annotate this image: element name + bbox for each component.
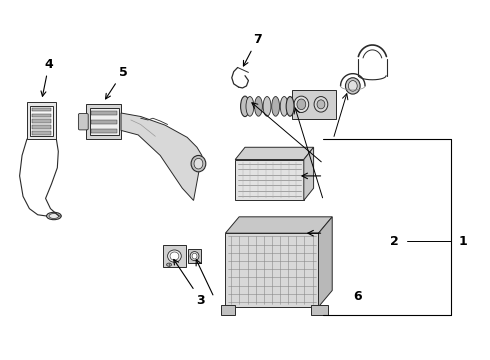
Text: 7: 7 bbox=[244, 33, 262, 66]
Ellipse shape bbox=[168, 250, 181, 262]
Polygon shape bbox=[27, 102, 56, 139]
Polygon shape bbox=[220, 305, 235, 315]
Ellipse shape bbox=[167, 263, 172, 266]
Polygon shape bbox=[318, 217, 332, 307]
Polygon shape bbox=[121, 113, 202, 201]
Polygon shape bbox=[30, 105, 53, 136]
Polygon shape bbox=[32, 120, 51, 123]
Polygon shape bbox=[32, 108, 51, 111]
Ellipse shape bbox=[263, 96, 271, 116]
Polygon shape bbox=[163, 246, 186, 267]
Text: 5: 5 bbox=[105, 66, 127, 99]
Ellipse shape bbox=[49, 213, 59, 219]
Polygon shape bbox=[91, 111, 117, 115]
Text: 1: 1 bbox=[459, 235, 467, 248]
Ellipse shape bbox=[271, 96, 280, 116]
Ellipse shape bbox=[297, 99, 306, 110]
Ellipse shape bbox=[294, 96, 309, 112]
Ellipse shape bbox=[345, 78, 360, 94]
Polygon shape bbox=[225, 217, 332, 233]
Ellipse shape bbox=[194, 158, 203, 169]
Polygon shape bbox=[32, 131, 51, 135]
Polygon shape bbox=[304, 147, 314, 201]
Polygon shape bbox=[32, 125, 51, 129]
Polygon shape bbox=[292, 90, 336, 119]
Ellipse shape bbox=[255, 96, 263, 116]
Ellipse shape bbox=[314, 96, 328, 112]
Ellipse shape bbox=[47, 212, 61, 220]
Polygon shape bbox=[32, 113, 51, 117]
Polygon shape bbox=[235, 159, 304, 201]
Polygon shape bbox=[188, 249, 201, 264]
Ellipse shape bbox=[192, 253, 197, 259]
Polygon shape bbox=[86, 104, 121, 139]
Ellipse shape bbox=[191, 156, 206, 172]
Polygon shape bbox=[225, 233, 318, 307]
Ellipse shape bbox=[280, 96, 288, 116]
Polygon shape bbox=[91, 129, 117, 133]
Polygon shape bbox=[311, 305, 328, 315]
Text: 3: 3 bbox=[174, 260, 205, 307]
Ellipse shape bbox=[286, 96, 294, 116]
Text: 4: 4 bbox=[41, 58, 53, 96]
Text: 6: 6 bbox=[353, 290, 362, 303]
FancyBboxPatch shape bbox=[78, 113, 88, 130]
Ellipse shape bbox=[348, 81, 357, 91]
Polygon shape bbox=[91, 120, 117, 124]
Text: 2: 2 bbox=[390, 235, 399, 248]
Ellipse shape bbox=[170, 252, 179, 260]
Polygon shape bbox=[235, 147, 314, 159]
Ellipse shape bbox=[317, 100, 325, 109]
Polygon shape bbox=[90, 108, 119, 135]
Ellipse shape bbox=[190, 252, 199, 261]
Ellipse shape bbox=[246, 96, 254, 116]
Ellipse shape bbox=[241, 96, 249, 117]
